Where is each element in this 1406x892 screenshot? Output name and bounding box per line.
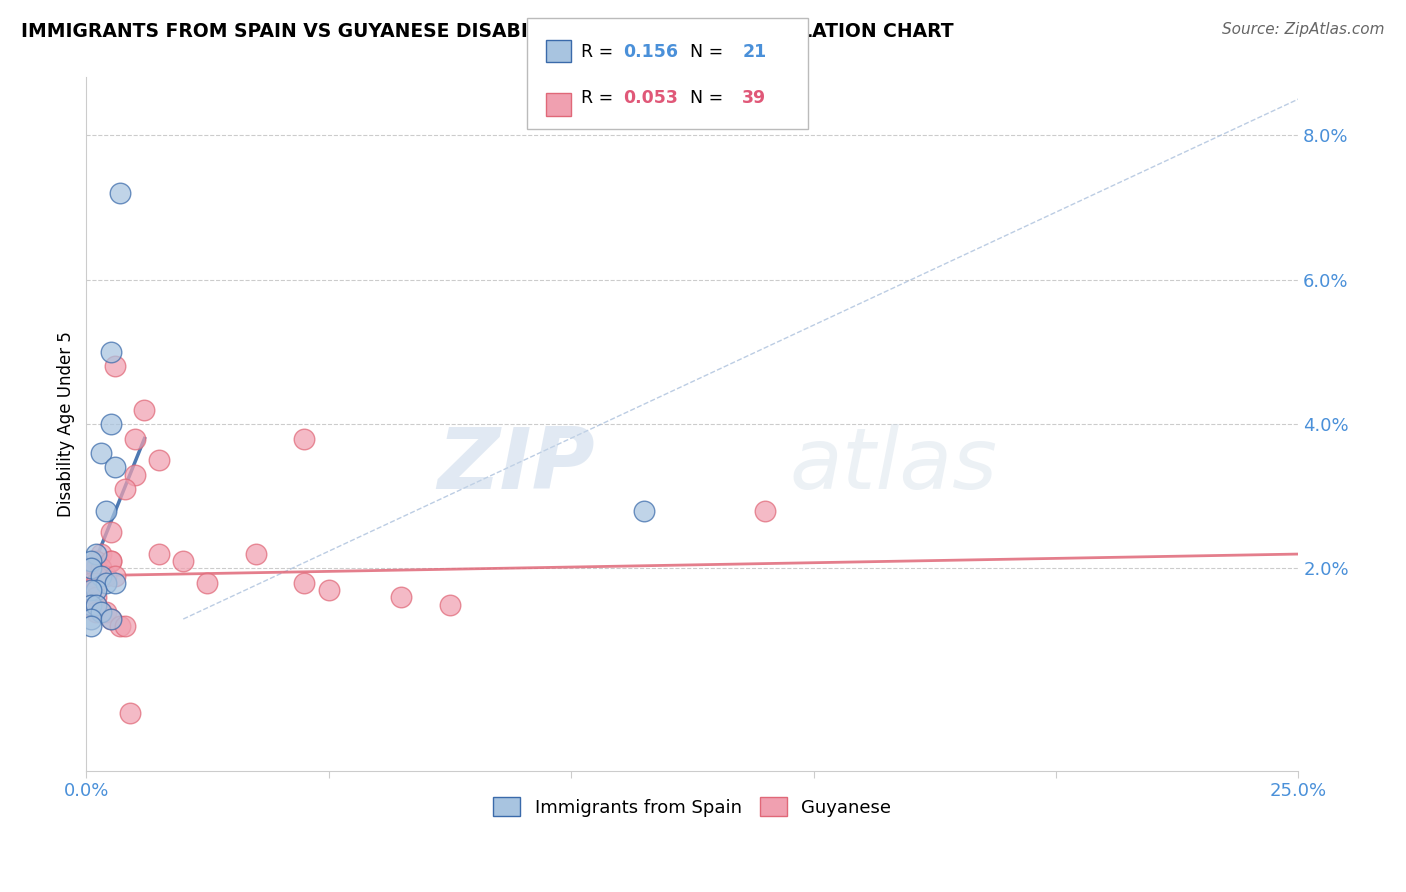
Point bbox=[100, 344, 122, 359]
Point bbox=[104, 460, 127, 475]
Point bbox=[90, 568, 112, 582]
Text: R =: R = bbox=[581, 43, 619, 61]
Point bbox=[439, 598, 461, 612]
Point bbox=[100, 525, 122, 540]
Point bbox=[114, 482, 136, 496]
Text: 39: 39 bbox=[742, 89, 766, 107]
Point bbox=[94, 568, 117, 582]
Point bbox=[197, 576, 219, 591]
Point bbox=[90, 605, 112, 619]
Point bbox=[148, 547, 170, 561]
Point bbox=[318, 583, 340, 598]
Point bbox=[80, 619, 103, 633]
Point bbox=[100, 612, 122, 626]
Point bbox=[294, 576, 316, 591]
Point bbox=[104, 576, 127, 591]
Point bbox=[104, 359, 127, 374]
Point bbox=[118, 706, 141, 720]
Text: ZIP: ZIP bbox=[437, 425, 595, 508]
Text: R =: R = bbox=[581, 89, 619, 107]
Point bbox=[84, 547, 107, 561]
Point bbox=[90, 568, 112, 582]
Point bbox=[80, 554, 103, 568]
Point bbox=[294, 432, 316, 446]
Point bbox=[84, 583, 107, 598]
Point bbox=[134, 402, 156, 417]
Point bbox=[110, 619, 132, 633]
Text: Source: ZipAtlas.com: Source: ZipAtlas.com bbox=[1222, 22, 1385, 37]
Point bbox=[172, 554, 194, 568]
Point bbox=[84, 598, 107, 612]
Text: 0.053: 0.053 bbox=[623, 89, 678, 107]
Point bbox=[148, 453, 170, 467]
Point bbox=[245, 547, 267, 561]
Point bbox=[94, 605, 117, 619]
Point bbox=[80, 561, 103, 575]
Point bbox=[90, 561, 112, 575]
Point bbox=[80, 612, 103, 626]
Point bbox=[84, 605, 107, 619]
Point bbox=[100, 612, 122, 626]
Text: 21: 21 bbox=[742, 43, 766, 61]
Point bbox=[80, 568, 103, 582]
Point bbox=[84, 598, 107, 612]
Point bbox=[80, 583, 103, 598]
Point bbox=[114, 619, 136, 633]
Point bbox=[94, 576, 117, 591]
Point bbox=[124, 467, 146, 482]
Text: atlas: atlas bbox=[789, 425, 997, 508]
Legend: Immigrants from Spain, Guyanese: Immigrants from Spain, Guyanese bbox=[486, 790, 898, 824]
Point bbox=[90, 547, 112, 561]
Text: 0.156: 0.156 bbox=[623, 43, 678, 61]
Point bbox=[110, 186, 132, 200]
Point bbox=[391, 591, 413, 605]
Point bbox=[100, 554, 122, 568]
Point bbox=[84, 554, 107, 568]
Point bbox=[80, 561, 103, 575]
Point bbox=[84, 561, 107, 575]
Point bbox=[104, 568, 127, 582]
Point bbox=[90, 446, 112, 460]
Point bbox=[100, 417, 122, 431]
Point bbox=[80, 576, 103, 591]
Text: N =: N = bbox=[679, 89, 728, 107]
Text: IMMIGRANTS FROM SPAIN VS GUYANESE DISABILITY AGE UNDER 5 CORRELATION CHART: IMMIGRANTS FROM SPAIN VS GUYANESE DISABI… bbox=[21, 22, 953, 41]
Point bbox=[633, 504, 655, 518]
Point bbox=[754, 504, 776, 518]
Text: N =: N = bbox=[679, 43, 728, 61]
Point bbox=[94, 504, 117, 518]
Point bbox=[84, 576, 107, 591]
Point bbox=[90, 605, 112, 619]
Y-axis label: Disability Age Under 5: Disability Age Under 5 bbox=[58, 331, 75, 517]
Point bbox=[84, 591, 107, 605]
Point bbox=[80, 598, 103, 612]
Point bbox=[100, 554, 122, 568]
Point bbox=[124, 432, 146, 446]
